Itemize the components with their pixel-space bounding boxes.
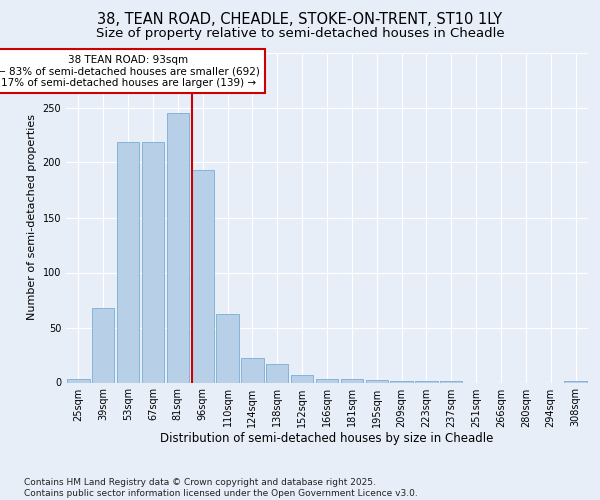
Y-axis label: Number of semi-detached properties: Number of semi-detached properties xyxy=(27,114,37,320)
Bar xyxy=(291,375,313,382)
Text: Size of property relative to semi-detached houses in Cheadle: Size of property relative to semi-detach… xyxy=(95,28,505,40)
Bar xyxy=(217,314,239,382)
Text: 38 TEAN ROAD: 93sqm
← 83% of semi-detached houses are smaller (692)
17% of semi-: 38 TEAN ROAD: 93sqm ← 83% of semi-detach… xyxy=(0,54,260,88)
Bar xyxy=(341,379,363,382)
Bar xyxy=(142,142,164,382)
Bar xyxy=(67,379,89,382)
Bar xyxy=(92,308,115,382)
Bar xyxy=(241,358,263,382)
Bar xyxy=(316,379,338,382)
Bar xyxy=(365,380,388,382)
Text: 38, TEAN ROAD, CHEADLE, STOKE-ON-TRENT, ST10 1LY: 38, TEAN ROAD, CHEADLE, STOKE-ON-TRENT, … xyxy=(97,12,503,28)
Bar xyxy=(191,170,214,382)
Bar xyxy=(167,113,189,382)
Bar xyxy=(266,364,289,382)
Bar xyxy=(117,142,139,382)
X-axis label: Distribution of semi-detached houses by size in Cheadle: Distribution of semi-detached houses by … xyxy=(160,432,494,446)
Text: Contains HM Land Registry data © Crown copyright and database right 2025.
Contai: Contains HM Land Registry data © Crown c… xyxy=(24,478,418,498)
